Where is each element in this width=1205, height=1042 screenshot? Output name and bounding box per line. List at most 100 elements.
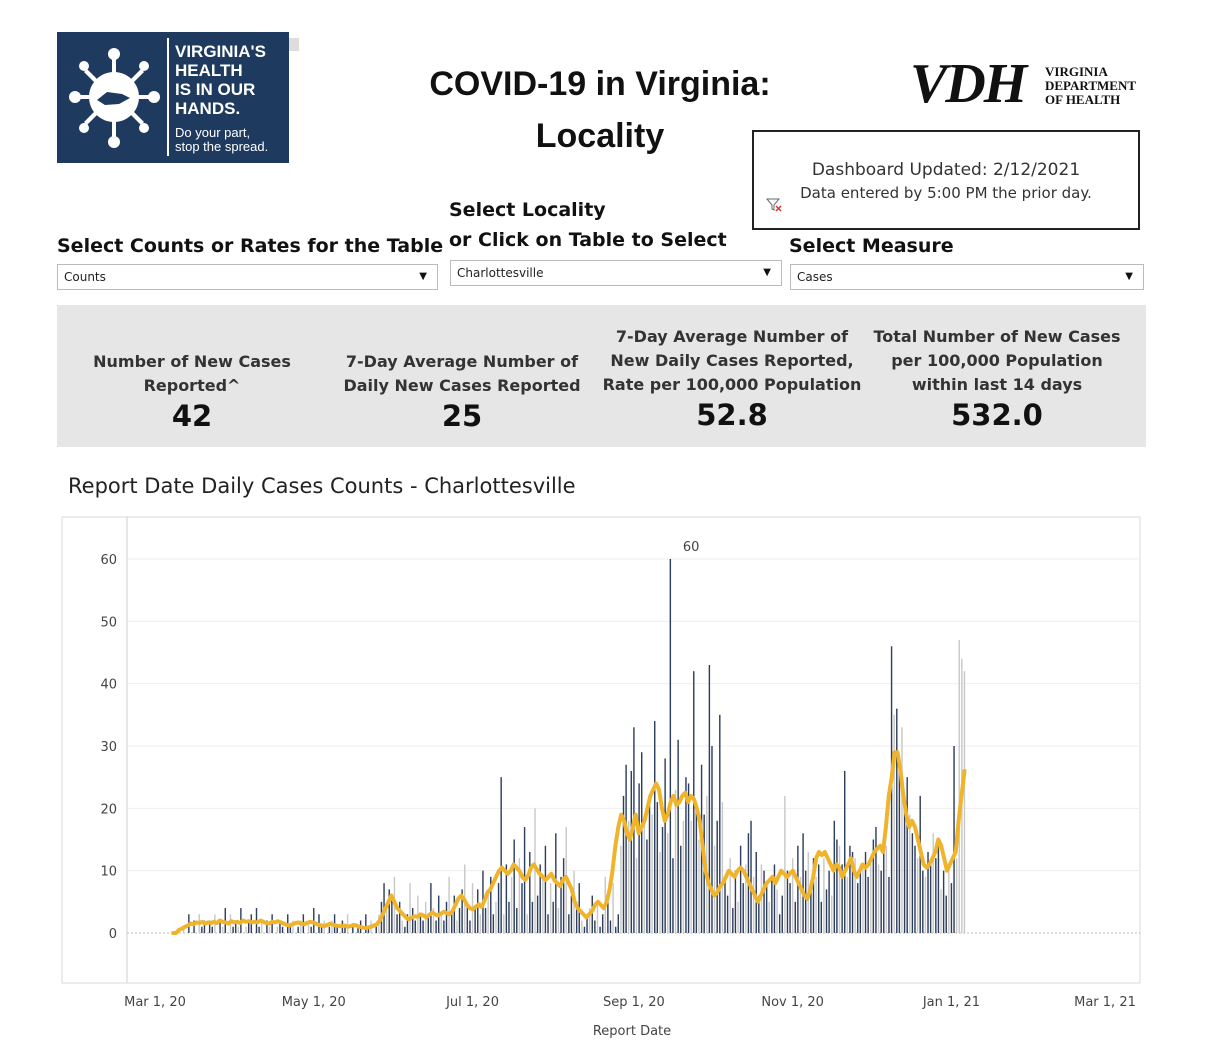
bar	[630, 770, 633, 933]
bar	[391, 895, 393, 933]
x-tick-label: Mar 1, 20	[124, 995, 186, 1010]
bar	[719, 714, 721, 933]
bar	[612, 883, 614, 933]
bar	[950, 883, 953, 933]
bar	[385, 908, 388, 933]
y-tick-label: 30	[100, 740, 117, 755]
bar	[544, 845, 547, 933]
bar	[651, 814, 653, 933]
bar	[854, 858, 856, 933]
bar	[466, 901, 469, 933]
bar	[346, 914, 349, 933]
bar	[245, 926, 247, 933]
bar	[414, 920, 416, 933]
bar	[570, 895, 573, 933]
bar	[435, 920, 437, 933]
bar	[935, 858, 937, 933]
bar	[851, 851, 854, 933]
bar	[474, 908, 476, 933]
bar	[620, 845, 622, 933]
bar	[758, 895, 760, 933]
bar	[685, 777, 687, 933]
bar	[276, 926, 279, 933]
bar	[844, 770, 846, 933]
bar	[815, 876, 817, 933]
chevron-down-icon: ▼	[763, 267, 771, 278]
bar	[883, 851, 885, 933]
bar	[742, 883, 744, 933]
bar	[713, 845, 716, 933]
updated-note: Data entered by 5:00 PM the prior day.	[800, 184, 1092, 202]
bar	[432, 908, 435, 933]
bar	[716, 820, 718, 933]
bar	[732, 908, 734, 933]
kpi-value: 42	[171, 399, 213, 433]
bar	[508, 901, 510, 933]
bar	[703, 814, 705, 933]
bar	[398, 901, 401, 933]
kpi-14day-rate: Total Number of New Cases per 100,000 Po…	[873, 327, 1121, 432]
kpi-panel: Number of New Cases Reported^ 42 7-Day A…	[57, 305, 1146, 447]
bar	[297, 926, 299, 933]
bar	[208, 920, 211, 933]
bar	[461, 889, 463, 933]
bar	[896, 708, 898, 933]
bar	[745, 864, 747, 933]
bar	[503, 914, 505, 933]
bar	[797, 845, 799, 933]
bar	[281, 926, 284, 933]
bar	[510, 876, 513, 933]
bar	[864, 851, 867, 933]
bar	[909, 814, 911, 933]
bar	[419, 914, 422, 933]
locality-dropdown[interactable]: Charlottesville ▼	[450, 260, 782, 286]
bar	[300, 920, 302, 933]
bar	[458, 908, 461, 933]
bar	[932, 833, 934, 933]
plot-frame	[61, 516, 1141, 984]
bar	[831, 895, 833, 933]
bar	[635, 858, 638, 933]
bar	[643, 820, 646, 933]
bar	[820, 901, 823, 933]
bar	[443, 920, 445, 933]
bar	[627, 820, 630, 933]
bar	[791, 858, 794, 933]
bar	[752, 876, 755, 933]
measure-value: Cases	[797, 270, 833, 284]
bar	[586, 914, 588, 933]
bar	[279, 920, 281, 933]
bar	[937, 845, 940, 933]
counts-rates-value: Counts	[64, 270, 106, 284]
bar	[617, 914, 619, 933]
bar	[448, 876, 450, 933]
bar	[292, 920, 294, 933]
bar	[872, 839, 875, 933]
bar	[344, 926, 346, 933]
x-axis-label: Report Date	[593, 1024, 671, 1039]
bar	[654, 721, 656, 933]
counts-rates-dropdown[interactable]: Counts ▼	[57, 264, 438, 290]
bar	[401, 920, 403, 933]
measure-dropdown[interactable]: Cases ▼	[790, 264, 1144, 290]
bar	[641, 752, 643, 933]
bar	[575, 901, 578, 933]
bar	[927, 851, 929, 933]
bar	[924, 876, 927, 933]
bar	[234, 920, 237, 933]
bar	[193, 920, 195, 933]
bar	[737, 901, 739, 933]
bar	[411, 908, 414, 933]
locality-label: Select Locality or Click on Table to Sel…	[449, 199, 727, 251]
filter-clear-icon[interactable]	[765, 198, 782, 216]
bar	[601, 914, 604, 933]
dashboard-updated-box: Dashboard Updated: 2/12/2021 Data entere…	[752, 130, 1140, 230]
bar	[846, 876, 849, 933]
chevron-down-icon: ▼	[419, 271, 427, 282]
bar	[591, 895, 593, 933]
bar	[622, 795, 625, 933]
bar	[870, 858, 872, 933]
x-tick-label: Jul 1, 20	[445, 995, 499, 1010]
bar	[560, 876, 562, 933]
bar	[799, 876, 802, 933]
